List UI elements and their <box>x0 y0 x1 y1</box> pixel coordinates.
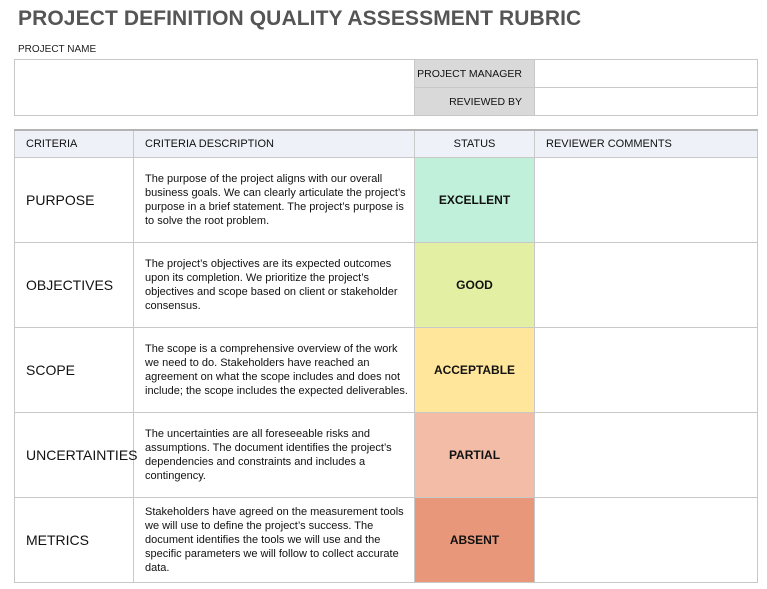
reviewed-by-label: REVIEWED BY <box>414 87 535 116</box>
criteria: PURPOSE <box>14 157 134 243</box>
column-header: REVIEWER COMMENTS <box>534 129 758 158</box>
reviewer-comments[interactable] <box>534 327 758 413</box>
reviewer-comments[interactable] <box>534 242 758 328</box>
project-manager-label: PROJECT MANAGER <box>414 59 535 88</box>
criteria: SCOPE <box>14 327 134 413</box>
criteria-description: The project’s objectives are its expecte… <box>133 242 415 328</box>
rubric-row: PURPOSE The purpose of the project aligns… <box>14 157 758 243</box>
status: ABSENT <box>414 497 535 583</box>
rubric-row: OBJECTIVES The project’s objectives are i… <box>14 242 758 328</box>
status: ACCEPTABLE <box>414 327 535 413</box>
rubric-row: UNCERTAINTIES The uncertainties are all f… <box>14 412 758 498</box>
criteria-description: Stakeholders have agreed on the measurem… <box>133 497 415 583</box>
reviewer-comments[interactable] <box>534 497 758 583</box>
status: GOOD <box>414 242 535 328</box>
criteria-description: The scope is a comprehensive overview of… <box>133 327 415 413</box>
rubric-table: CRITERIA CRITERIA DESCRIPTION STATUS REVIEW… <box>14 129 758 583</box>
project-manager-field[interactable] <box>534 59 758 88</box>
title: PROJECT DEFINITION QUALITY ASSESSMENT RU… <box>18 7 582 30</box>
column-header: STATUS <box>414 129 535 158</box>
criteria: OBJECTIVES <box>14 242 134 328</box>
status: EXCELLENT <box>414 157 535 243</box>
status: PARTIAL <box>414 412 535 498</box>
project-name-label: PROJECT NAME <box>18 44 97 55</box>
rubric-row: METRICS Stakeholders have agreed on the m… <box>14 497 758 583</box>
rubric-row: SCOPE The scope is a comprehensive overvi… <box>14 327 758 413</box>
column-header: CRITERIA <box>14 129 134 158</box>
info-table: PROJECT MANAGER REVIEWED BY <box>14 59 758 116</box>
criteria-description: The purpose of the project aligns with o… <box>133 157 415 243</box>
reviewer-comments[interactable] <box>534 157 758 243</box>
reviewer-comments[interactable] <box>534 412 758 498</box>
criteria-description: The uncertainties are all foreseeable ri… <box>133 412 415 498</box>
criteria: METRICS <box>14 497 134 583</box>
reviewed-by-field[interactable] <box>534 87 758 116</box>
criteria: UNCERTAINTIES <box>14 412 138 498</box>
project-name-field[interactable] <box>14 59 415 116</box>
column-header: CRITERIA DESCRIPTION <box>133 129 415 158</box>
